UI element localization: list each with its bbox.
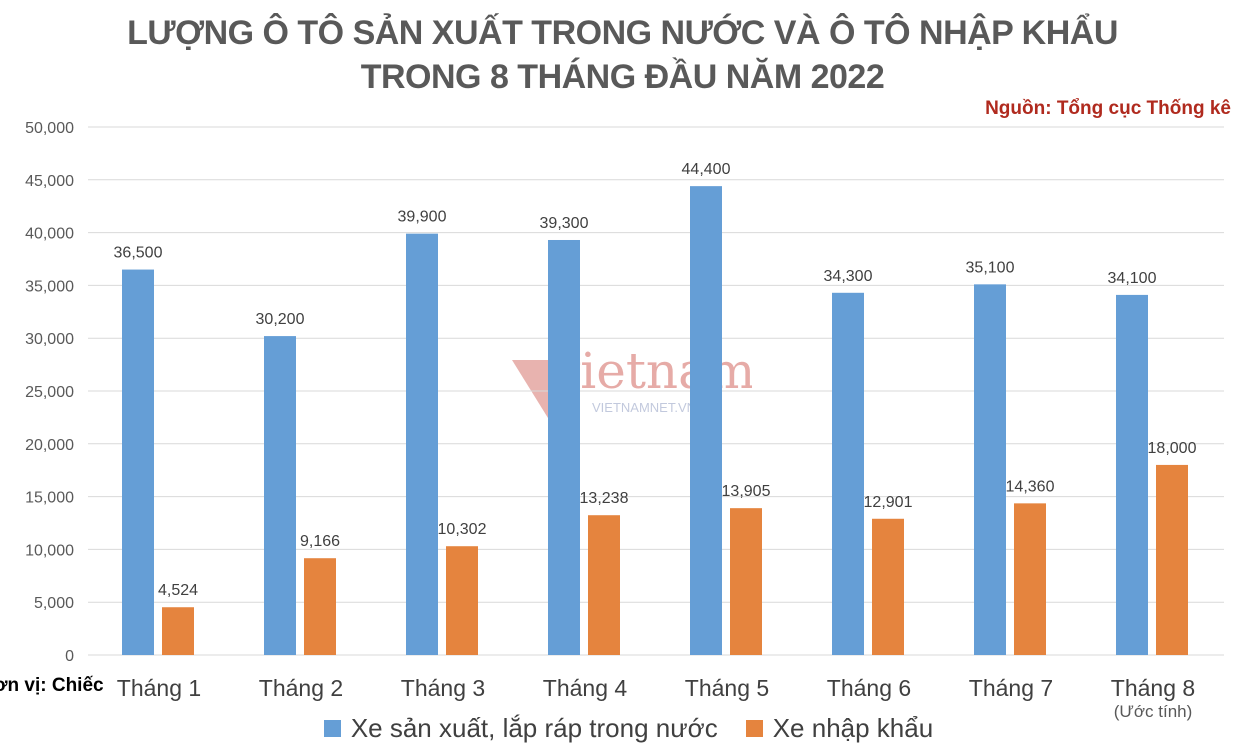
data-label-imported: 10,302	[438, 521, 487, 538]
chart-title-line2: TRONG 8 THÁNG ĐẦU NĂM 2022	[360, 58, 885, 96]
data-label-domestic: 30,200	[256, 311, 305, 328]
data-label-imported: 13,238	[580, 490, 629, 507]
data-label-imported: 9,166	[300, 533, 340, 550]
data-labels: 36,500 4,524 30,200 9,166 39,900 10,302 39,300…	[114, 161, 1197, 599]
data-label-domestic: 39,300	[540, 215, 589, 232]
bar-domestic	[406, 233, 438, 655]
legend-label-imported: Xe nhập khẩu	[772, 713, 934, 743]
bar-imported	[1014, 503, 1046, 655]
y-tick-label: 45,000	[25, 173, 74, 190]
x-tick-label: Tháng 6	[827, 675, 911, 701]
legend-item-imported: Xe nhập khẩu	[745, 713, 934, 744]
x-tick-label: Tháng 3	[401, 675, 485, 701]
y-tick-label: 20,000	[25, 437, 74, 454]
x-tick-label: Tháng 4	[543, 675, 628, 701]
data-label-domestic: 39,900	[398, 209, 447, 226]
bar-imported	[446, 546, 478, 655]
bar-domestic	[548, 239, 580, 655]
bar-imported	[588, 515, 620, 655]
data-label-imported: 14,360	[1006, 478, 1055, 495]
watermark-domain: VIETNAMNET.VN	[592, 400, 696, 415]
data-label-imported: 13,905	[722, 483, 771, 500]
legend-swatch-imported	[745, 720, 763, 737]
bar-imported	[730, 508, 762, 655]
bar-imported	[162, 607, 194, 655]
x-tick-note: (Ước tính)	[1114, 702, 1193, 721]
y-tick-label: 50,000	[25, 120, 74, 137]
y-tick-label: 35,000	[25, 278, 74, 295]
chart-title-line1: LƯỢNG Ô TÔ SẢN XUẤT TRONG NƯỚC VÀ Ô TÔ N…	[127, 14, 1118, 52]
source-note: Nguồn: Tổng cục Thống kê	[985, 98, 1231, 119]
bar-imported	[304, 558, 336, 655]
data-label-domestic: 36,500	[114, 245, 163, 262]
data-label-domestic: 35,100	[966, 259, 1015, 276]
data-label-imported: 4,524	[158, 582, 198, 599]
y-tick-label: 30,000	[25, 331, 74, 348]
bar-domestic	[122, 269, 154, 655]
x-tick-label: Tháng 7	[969, 675, 1053, 701]
x-tick-label: Tháng 2	[259, 675, 343, 701]
y-tick-label: 25,000	[25, 384, 74, 401]
unit-label: ơn vị: Chiếc	[0, 675, 104, 696]
y-tick-label: 10,000	[25, 542, 74, 559]
data-label-domestic: 34,300	[824, 268, 873, 285]
x-axis-ticks: Tháng 1 Tháng 2 Tháng 3 Tháng 4 Tháng 5 Tháng…	[117, 675, 1195, 721]
bar-domestic	[1116, 294, 1148, 655]
bars	[122, 186, 1188, 656]
y-tick-label: 15,000	[25, 490, 74, 507]
data-label-domestic: 34,100	[1108, 270, 1157, 287]
bar-imported	[1156, 464, 1188, 655]
y-tick-label: 5,000	[34, 595, 74, 612]
bar-domestic	[690, 186, 722, 656]
legend-item-domestic: Xe sản xuất, lắp ráp trong nước	[323, 713, 718, 744]
y-axis-ticks: 0 5,000 10,000 15,000 20,000 25,000 30,000 35,0…	[25, 120, 74, 665]
x-tick-label: Tháng 1	[117, 675, 201, 701]
data-label-imported: 18,000	[1148, 440, 1197, 457]
data-label-domestic: 44,400	[682, 161, 731, 178]
bar-domestic	[264, 336, 296, 655]
bar-domestic	[832, 292, 864, 655]
y-tick-label: 40,000	[25, 226, 74, 243]
legend: Xe sản xuất, lắp ráp trong nước Xe nhập …	[0, 713, 1257, 744]
x-tick-label: Tháng 5	[685, 675, 769, 701]
bar-domestic	[974, 284, 1006, 655]
y-tick-label: 0	[65, 648, 74, 665]
legend-swatch-domestic	[323, 720, 341, 737]
gridlines	[88, 126, 1224, 656]
legend-label-domestic: Xe sản xuất, lắp ráp trong nước	[350, 713, 718, 743]
x-tick-label: Tháng 8	[1111, 675, 1195, 701]
bar-imported	[872, 518, 904, 655]
data-label-imported: 12,901	[864, 494, 913, 511]
